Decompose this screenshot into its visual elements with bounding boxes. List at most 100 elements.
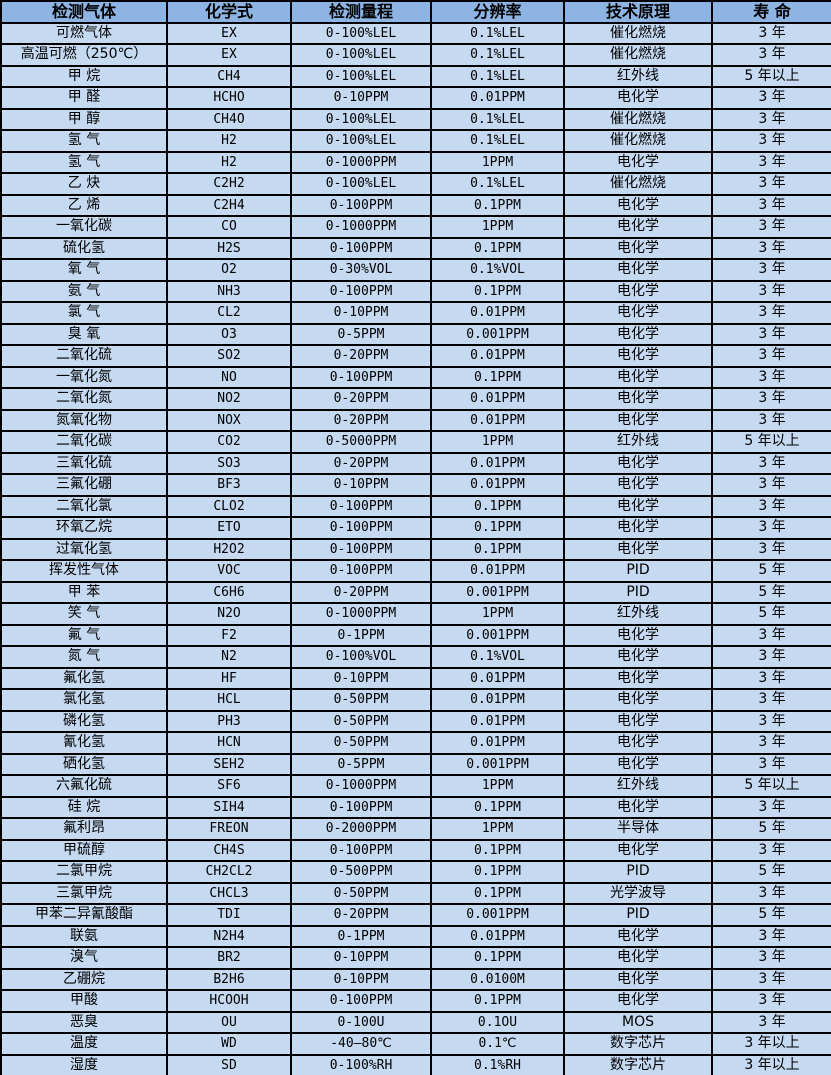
cell-principle: 红外线 (563, 64, 713, 88)
cell-gas: 二氧化硫 (0, 344, 168, 368)
cell-formula: BF3 (166, 473, 292, 497)
cell-formula: CH4O (166, 107, 292, 131)
cell-principle: 电化学 (563, 731, 713, 755)
cell-formula: PH3 (166, 709, 292, 733)
table-row: 二氧化碳 CO2 0-5000PPM 1PPM 红外线 5 年以上 (0, 430, 831, 454)
cell-lifespan: 3 年 (711, 709, 831, 733)
cell-lifespan: 3 年 (711, 193, 831, 217)
cell-range: 0-100%LEL (290, 172, 432, 196)
cell-principle: 电化学 (563, 279, 713, 303)
table-row: 三氯甲烷 CHCL3 0-50PPM 0.1PPM 光学波导 3 年 (0, 881, 831, 905)
cell-range: 0-100%LEL (290, 64, 432, 88)
cell-formula: CL2 (166, 301, 292, 325)
cell-principle: 电化学 (563, 451, 713, 475)
cell-principle: 催化燃烧 (563, 107, 713, 131)
cell-range: 0-10PPM (290, 946, 432, 970)
cell-gas: 三氧化硫 (0, 451, 168, 475)
table-header: 检测气体 化学式 检测量程 分辨率 技术原理寿 命 (0, 0, 831, 24)
table-row: 乙硼烷 B2H6 0-10PPM 0.0100M 电化学 3 年 (0, 967, 831, 991)
cell-range: 0-20PPM (290, 451, 432, 475)
cell-formula: SO2 (166, 344, 292, 368)
cell-gas: 甲 醛 (0, 86, 168, 110)
cell-formula: SD (166, 1053, 292, 1075)
cell-formula: HF (166, 666, 292, 690)
cell-gas: 氮氧化物 (0, 408, 168, 432)
cell-gas: 氟化氢 (0, 666, 168, 690)
cell-range: 0-50PPM (290, 688, 432, 712)
cell-principle: 电化学 (563, 258, 713, 282)
cell-lifespan: 5 年 (711, 580, 831, 604)
cell-lifespan: 3 年以上 (711, 1053, 831, 1075)
cell-lifespan: 3 年 (711, 21, 831, 45)
cell-range: 0-100%LEL (290, 43, 432, 67)
cell-range: 0-10PPM (290, 86, 432, 110)
cell-formula: N2 (166, 645, 292, 669)
cell-principle: 电化学 (563, 623, 713, 647)
cell-principle: 电化学 (563, 387, 713, 411)
cell-gas: 硒化氢 (0, 752, 168, 776)
cell-lifespan: 3 年 (711, 946, 831, 970)
cell-lifespan: 3 年 (711, 215, 831, 239)
table-body: 可燃气体 EX 0-100%LEL 0.1%LEL 催化燃烧 3 年高温可燃（250℃） E… (0, 21, 831, 1075)
cell-range: 0-100PPM (290, 537, 432, 561)
cell-lifespan: 3 年 (711, 150, 831, 174)
table-row: 二氧化氮 NO2 0-20PPM 0.01PPM 电化学 3 年 (0, 387, 831, 411)
table-row: 甲苯二异氰酸酯 TDI 0-20PPM 0.001PPM PID 5 年 (0, 903, 831, 927)
cell-principle: 电化学 (563, 322, 713, 346)
cell-resolution: 0.01PPM (430, 408, 565, 432)
cell-lifespan: 3 年 (711, 408, 831, 432)
cell-lifespan: 3 年 (711, 172, 831, 196)
cell-gas: 联氨 (0, 924, 168, 948)
cell-range: 0-20PPM (290, 580, 432, 604)
cell-range: 0-5000PPM (290, 430, 432, 454)
table-row: 氯化氢 HCL 0-50PPM 0.01PPM 电化学 3 年 (0, 688, 831, 712)
cell-lifespan: 3 年 (711, 279, 831, 303)
cell-principle: 光学波导 (563, 881, 713, 905)
table-row: 甲 醇 CH4O 0-100%LEL 0.1%LEL 催化燃烧 3 年 (0, 107, 831, 131)
cell-lifespan: 3 年 (711, 43, 831, 67)
cell-principle: 半导体 (563, 817, 713, 841)
cell-lifespan: 3 年 (711, 344, 831, 368)
cell-lifespan: 3 年 (711, 86, 831, 110)
cell-formula: NH3 (166, 279, 292, 303)
cell-range: 0-100PPM (290, 365, 432, 389)
cell-formula: CHCL3 (166, 881, 292, 905)
cell-resolution: 0.1PPM (430, 494, 565, 518)
cell-gas: 氯化氢 (0, 688, 168, 712)
cell-gas: 乙 炔 (0, 172, 168, 196)
table-row: 硒化氢 SEH2 0-5PPM 0.001PPM 电化学 3 年 (0, 752, 831, 776)
cell-formula: O3 (166, 322, 292, 346)
cell-range: -40—80℃ (290, 1032, 432, 1056)
cell-gas: 乙硼烷 (0, 967, 168, 991)
cell-principle: PID (563, 903, 713, 927)
table-row: 硫化氢 H2S 0-100PPM 0.1PPM 电化学 3 年 (0, 236, 831, 260)
cell-lifespan: 5 年 (711, 817, 831, 841)
cell-principle: 电化学 (563, 516, 713, 540)
cell-principle: 电化学 (563, 215, 713, 239)
table-row: 氨 气 NH3 0-100PPM 0.1PPM 电化学 3 年 (0, 279, 831, 303)
column-header-range: 检测量程 (290, 0, 432, 24)
cell-gas: 环氧乙烷 (0, 516, 168, 540)
cell-lifespan: 3 年 (711, 795, 831, 819)
cell-range: 0-100PPM (290, 516, 432, 540)
cell-lifespan: 3 年 (711, 881, 831, 905)
cell-resolution: 0.1%LEL (430, 43, 565, 67)
cell-principle: 红外线 (563, 774, 713, 798)
cell-resolution: 0.1PPM (430, 946, 565, 970)
cell-gas: 乙 烯 (0, 193, 168, 217)
table-row: 笑 气 N2O 0-1000PPM 1PPM 红外线 5 年 (0, 602, 831, 626)
cell-range: 0-100%LEL (290, 21, 432, 45)
cell-lifespan: 3 年 (711, 924, 831, 948)
cell-resolution: 0.1OU (430, 1010, 565, 1034)
cell-lifespan: 3 年 (711, 688, 831, 712)
cell-range: 0-100PPM (290, 494, 432, 518)
cell-principle: 数字芯片 (563, 1032, 713, 1056)
column-header-resolution: 分辨率 (430, 0, 565, 24)
cell-range: 0-100PPM (290, 559, 432, 583)
cell-gas: 氮 气 (0, 645, 168, 669)
cell-formula: C6H6 (166, 580, 292, 604)
cell-gas: 三氟化硼 (0, 473, 168, 497)
cell-formula: EX (166, 21, 292, 45)
cell-principle: 电化学 (563, 86, 713, 110)
